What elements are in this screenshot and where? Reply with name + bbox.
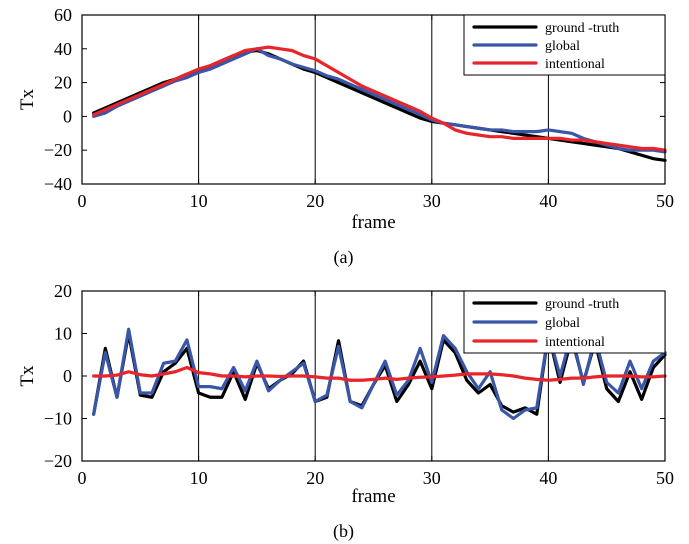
- legend-label: global: [545, 39, 580, 54]
- series-line-intentional: [92, 45, 667, 152]
- series-line-intentional: [92, 365, 667, 382]
- x-tick-label: 50: [656, 468, 674, 488]
- legend: ground -truth global intentional: [463, 14, 666, 76]
- y-tick-label: −10: [44, 409, 72, 429]
- x-tick-label: 10: [190, 468, 208, 488]
- y-tick-label: 60: [54, 5, 72, 25]
- legend-label: ground -truth: [545, 297, 619, 312]
- x-tick-label: 20: [306, 468, 324, 488]
- x-tick-label: 50: [656, 191, 674, 211]
- x-tick-label: 10: [190, 191, 208, 211]
- y-tick-label: 40: [54, 39, 72, 59]
- y-tick-label: 0: [63, 106, 72, 126]
- y-tick-label: 20: [54, 73, 72, 93]
- y-tick-label: −20: [44, 140, 72, 160]
- legend: ground -truth global intentional: [463, 290, 666, 354]
- y-axis-label: Tx: [17, 88, 38, 110]
- series-line-global: [92, 47, 667, 154]
- y-tick-label: 0: [63, 366, 72, 386]
- figure-caption: (b): [333, 521, 354, 542]
- legend-label: ground -truth: [545, 21, 619, 36]
- plot-frame: [81, 290, 666, 462]
- x-tick-label: 40: [539, 191, 557, 211]
- x-tick-label: 0: [78, 191, 87, 211]
- legend-label: global: [545, 316, 580, 331]
- y-tick-label: −20: [44, 451, 72, 471]
- legend-label: intentional: [545, 335, 605, 350]
- x-tick-label: 30: [423, 468, 441, 488]
- chart-panel-a: −40 −20 0 20 40 60 0 10 20 30 40 50 frame Tx (a) ground…: [17, 5, 674, 268]
- figure-caption: (a): [334, 247, 354, 268]
- x-tick-label: 40: [539, 468, 557, 488]
- y-tick-label: 10: [54, 324, 72, 344]
- plot-frame: [81, 14, 666, 185]
- x-tick-label: 0: [78, 468, 87, 488]
- x-axis-label: frame: [351, 212, 395, 233]
- y-tick-label: 20: [54, 281, 72, 301]
- x-tick-label: 30: [423, 191, 441, 211]
- x-axis-label: frame: [351, 486, 395, 507]
- chart-panel-b: −20 −10 0 10 20 0 10 20 30 40 50 frame Tx (b) ground -…: [17, 281, 674, 542]
- y-tick-label: −40: [44, 174, 72, 194]
- x-tick-label: 20: [306, 191, 324, 211]
- y-axis-label: Tx: [17, 365, 38, 387]
- legend-label: intentional: [545, 57, 605, 72]
